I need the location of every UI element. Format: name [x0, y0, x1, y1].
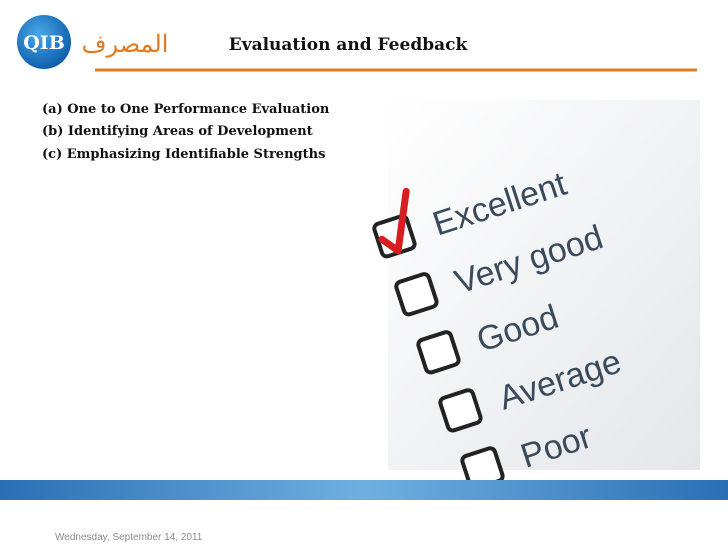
bullet-item: (c) Emphasizing Identifiable Strengths: [42, 147, 326, 162]
checklist-photo: [388, 100, 700, 470]
bullet-item: (a) One to One Performance Evaluation: [42, 102, 330, 117]
footer-date: Wednesday, September 14, 2011: [55, 532, 203, 543]
bullet-item: (b) Identifying Areas of Development: [42, 124, 313, 139]
checkbox: [394, 272, 439, 317]
logo-arabic: المصرف: [82, 31, 169, 58]
logo-text: QIB: [23, 32, 65, 54]
checkbox: [438, 388, 483, 433]
checkmark: [378, 187, 410, 255]
slide-title: Evaluation and Feedback: [229, 35, 469, 55]
logo-circle: [17, 15, 71, 69]
footer-bar: [0, 480, 728, 500]
checkbox: [416, 330, 461, 375]
